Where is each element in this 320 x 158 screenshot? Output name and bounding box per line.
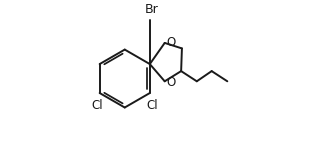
Text: Cl: Cl bbox=[147, 98, 158, 112]
Text: O: O bbox=[167, 76, 176, 89]
Text: Br: Br bbox=[145, 3, 158, 16]
Text: O: O bbox=[167, 36, 176, 49]
Text: Cl: Cl bbox=[91, 98, 103, 112]
